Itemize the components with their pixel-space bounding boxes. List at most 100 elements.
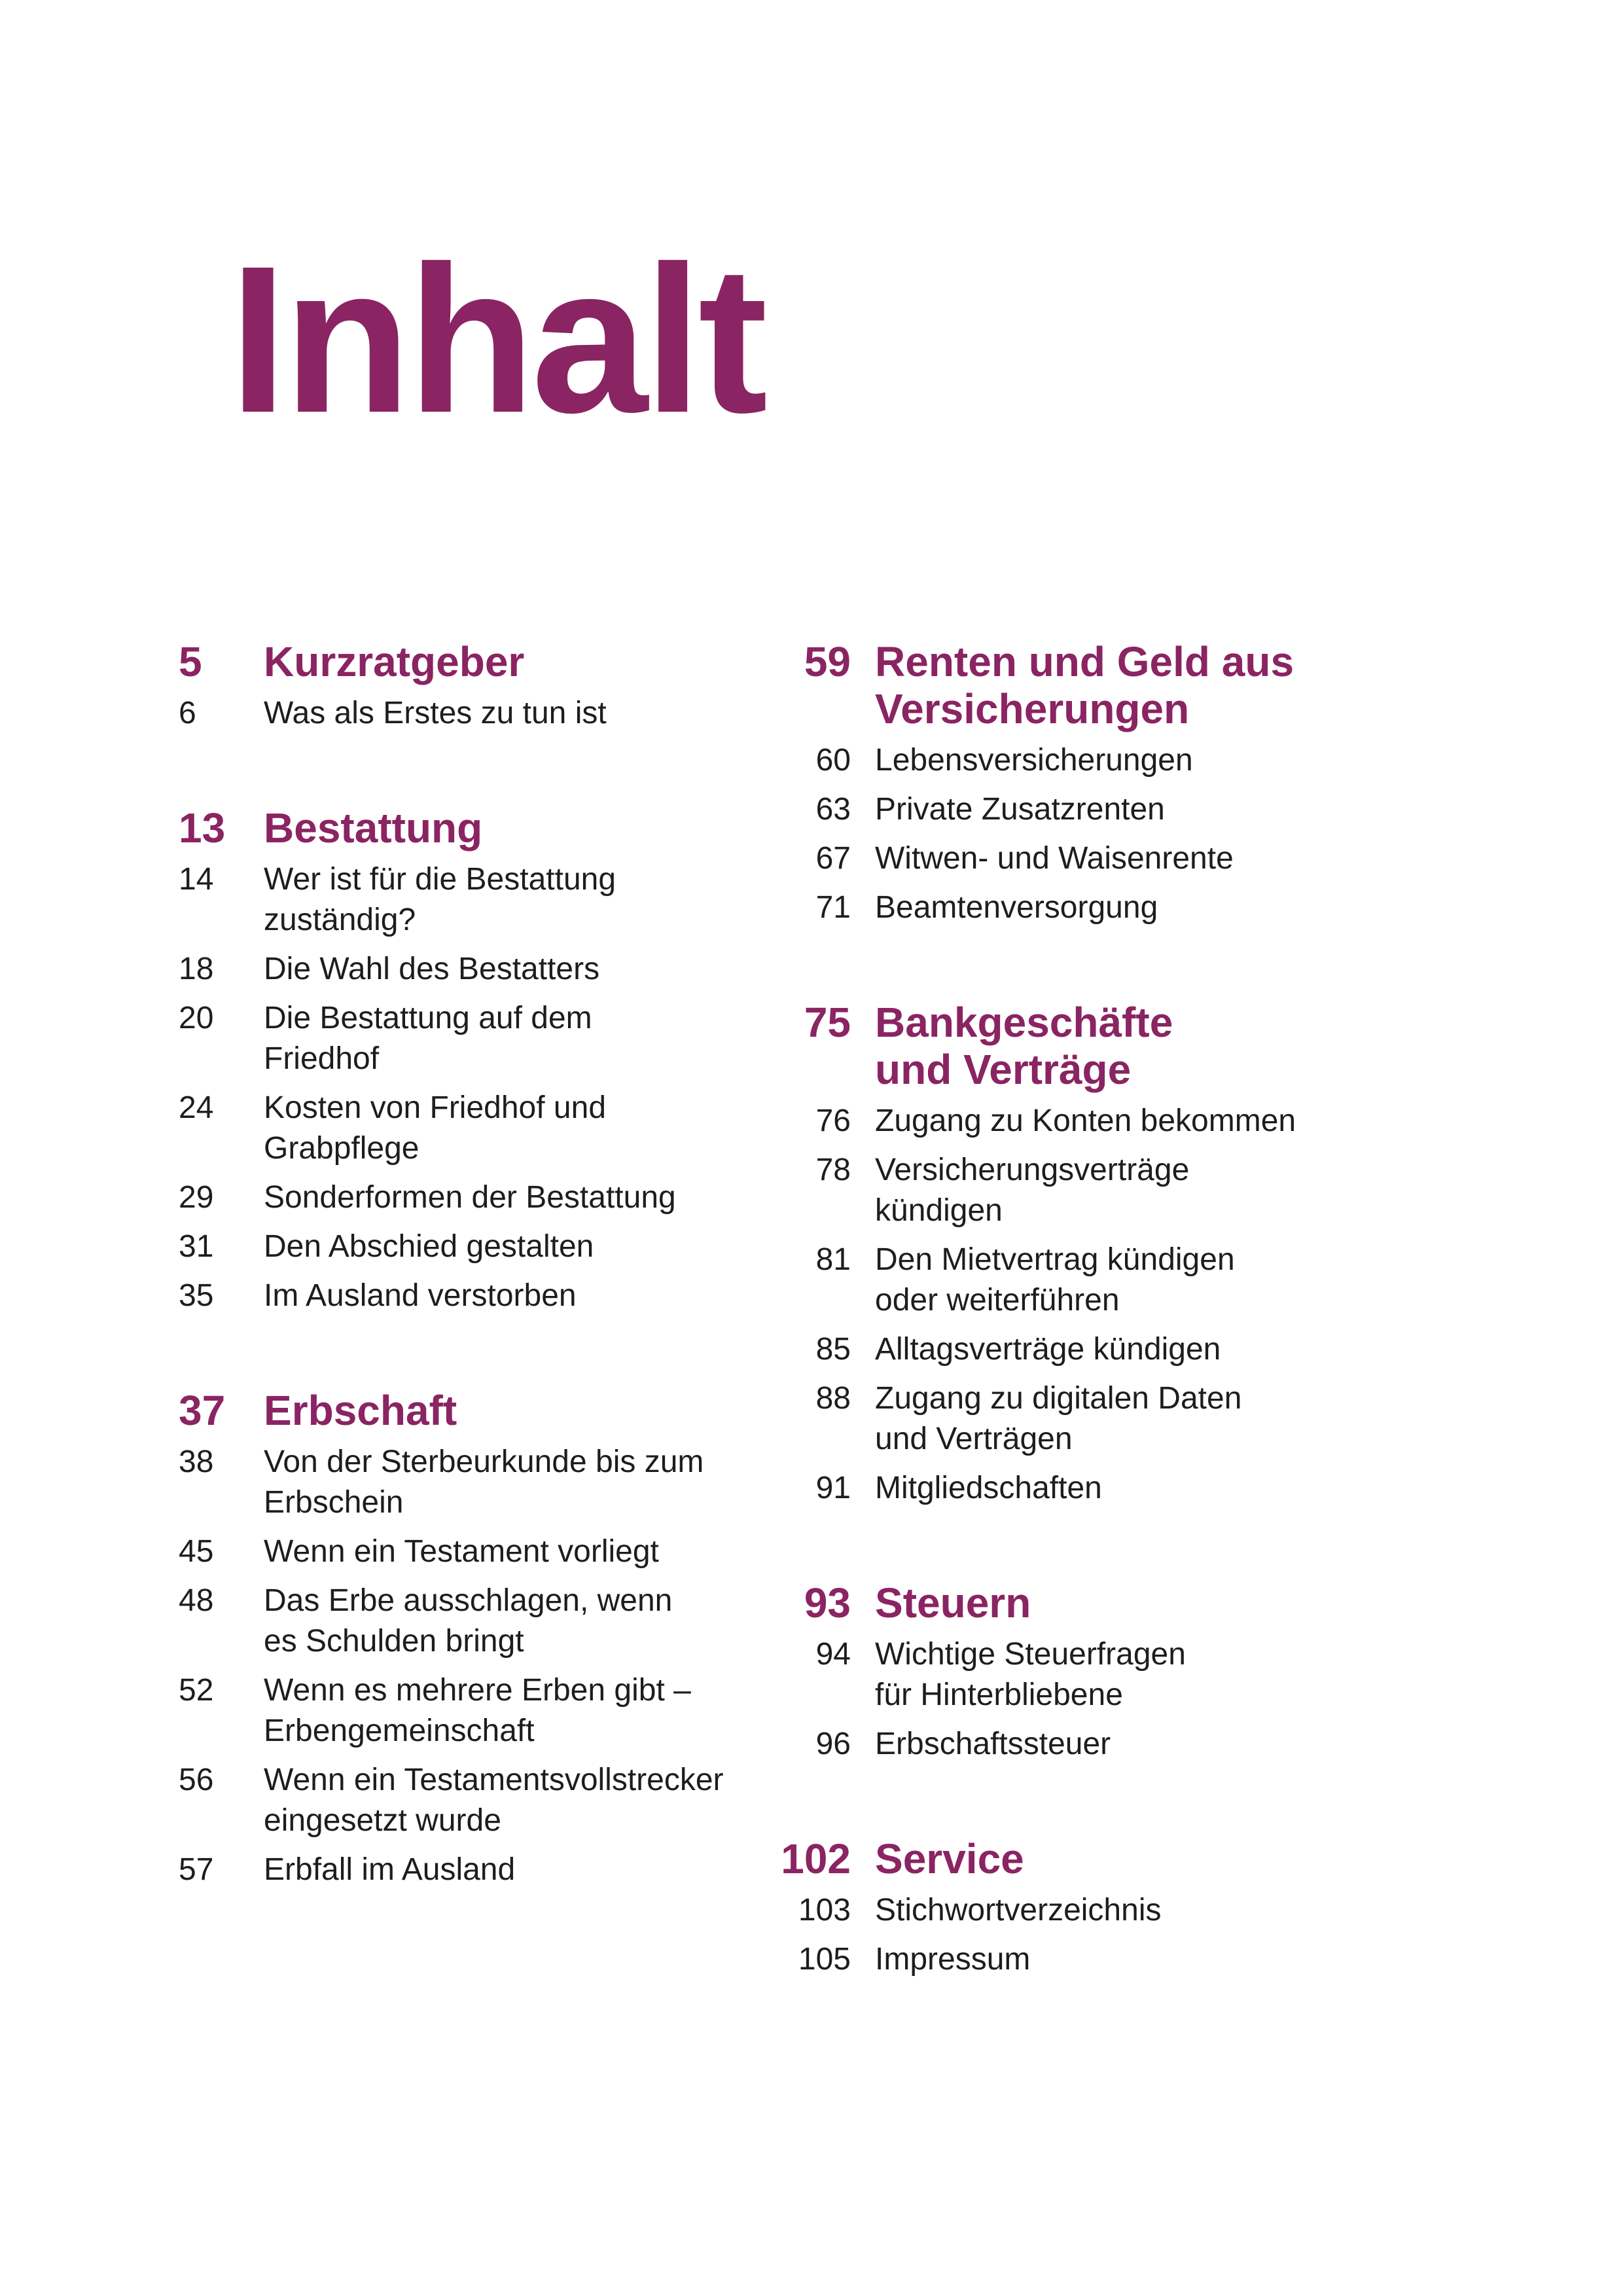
toc-entry: 18 Die Wahl des Bestatters bbox=[179, 949, 755, 990]
entry-page-number: 57 bbox=[179, 1852, 214, 1887]
toc-entry: 14 Wer ist für die Bestattung zuständig? bbox=[179, 859, 755, 941]
entry-title: Wenn es mehrere Erben gibt – Erbengemein… bbox=[264, 1673, 691, 1748]
entry-page-number: 88 bbox=[815, 1381, 851, 1416]
toc-entry: 48 Das Erbe ausschlagen, wenn es Schulde… bbox=[179, 1581, 755, 1662]
entry-page-number: 63 bbox=[815, 792, 851, 827]
section-title: Renten und Geld aus Versicherungen bbox=[875, 638, 1294, 732]
section-title: Kurzratgeber bbox=[264, 638, 525, 685]
entry-title: Das Erbe ausschlagen, wenn es Schulden b… bbox=[264, 1583, 673, 1659]
toc-entry: 29 Sonderformen der Bestattung bbox=[179, 1177, 755, 1218]
entry-page-number: 38 bbox=[179, 1444, 214, 1479]
toc-entry: 24 Kosten von Friedhof und Grabpflege bbox=[179, 1088, 755, 1169]
entry-title: Erbschaftssteuer bbox=[875, 1727, 1111, 1761]
entry-page-number: 35 bbox=[179, 1278, 214, 1313]
toc-entry: 94 Wichtige Steuerfragen für Hinterblieb… bbox=[746, 1634, 1479, 1715]
toc-entry: 71 Beamtenversorgung bbox=[746, 888, 1479, 928]
entry-title: Erbfall im Ausland bbox=[264, 1852, 516, 1887]
toc-section-kurzratgeber: 5 Kurzratgeber 6 Was als Erstes zu tun i… bbox=[179, 638, 755, 734]
entry-title: Zugang zu digitalen Daten und Verträgen bbox=[875, 1381, 1242, 1456]
toc-left-column: 5 Kurzratgeber 6 Was als Erstes zu tun i… bbox=[179, 638, 755, 1899]
toc-section-heading: 5 Kurzratgeber bbox=[179, 638, 755, 685]
entry-title: Wichtige Steuerfragen für Hinterbliebene bbox=[875, 1637, 1186, 1712]
toc-section-heading: 59 Renten und Geld aus Versicherungen bbox=[746, 638, 1479, 732]
entry-title: Den Mietvertrag kündigen oder weiterführ… bbox=[875, 1242, 1235, 1318]
section-page-number: 102 bbox=[781, 1835, 851, 1882]
entry-page-number: 91 bbox=[815, 1471, 851, 1505]
section-page-number: 13 bbox=[179, 804, 226, 852]
entry-page-number: 20 bbox=[179, 1001, 214, 1035]
entry-title: Wenn ein Testamentsvollstrecker eingeset… bbox=[264, 1763, 724, 1838]
toc-entry: 35 Im Ausland verstorben bbox=[179, 1276, 755, 1316]
entry-page-number: 96 bbox=[815, 1727, 851, 1761]
entry-title: Beamtenversorgung bbox=[875, 890, 1158, 925]
toc-section-renten: 59 Renten und Geld aus Versicherungen 60… bbox=[746, 638, 1479, 928]
entry-page-number: 103 bbox=[798, 1893, 851, 1928]
entry-title: Wenn ein Testament vorliegt bbox=[264, 1534, 659, 1569]
entry-page-number: 29 bbox=[179, 1180, 214, 1215]
section-title: Bankgeschäfte und Verträge bbox=[875, 999, 1173, 1093]
entry-title: Stichwortverzeichnis bbox=[875, 1893, 1162, 1928]
entry-page-number: 31 bbox=[179, 1229, 214, 1264]
entry-title: Mitgliedschaften bbox=[875, 1471, 1102, 1505]
toc-section-heading: 102 Service bbox=[746, 1835, 1479, 1882]
toc-entry: 78 Versicherungsverträge kündigen bbox=[746, 1150, 1479, 1231]
entry-title: Versicherungsverträge kündigen bbox=[875, 1153, 1190, 1228]
entry-title: Private Zusatzrenten bbox=[875, 792, 1165, 827]
toc-entry: 38 Von der Sterbeurkunde bis zum Erbsche… bbox=[179, 1442, 755, 1523]
entry-title: Impressum bbox=[875, 1942, 1031, 1977]
entry-title: Die Wahl des Bestatters bbox=[264, 952, 600, 986]
section-page-number: 5 bbox=[179, 638, 202, 685]
toc-section-heading: 13 Bestattung bbox=[179, 804, 755, 852]
toc-entry: 85 Alltagsverträge kündigen bbox=[746, 1329, 1479, 1370]
entry-page-number: 60 bbox=[815, 743, 851, 778]
toc-entry: 63 Private Zusatzrenten bbox=[746, 789, 1479, 830]
entry-title: Witwen- und Waisenrente bbox=[875, 841, 1234, 876]
entry-title: Alltagsverträge kündigen bbox=[875, 1332, 1221, 1367]
toc-entry: 103 Stichwortverzeichnis bbox=[746, 1890, 1479, 1931]
toc-entry: 88 Zugang zu digitalen Daten und Verträg… bbox=[746, 1378, 1479, 1460]
toc-entry: 67 Witwen- und Waisenrente bbox=[746, 838, 1479, 879]
toc-entry: 31 Den Abschied gestalten bbox=[179, 1227, 755, 1267]
section-page-number: 37 bbox=[179, 1387, 226, 1434]
entry-title: Sonderformen der Bestattung bbox=[264, 1180, 676, 1215]
toc-entry: 81 Den Mietvertrag kündigen oder weiterf… bbox=[746, 1240, 1479, 1321]
toc-section-bestattung: 13 Bestattung 14 Wer ist für die Bestatt… bbox=[179, 804, 755, 1316]
toc-entry: 105 Impressum bbox=[746, 1939, 1479, 1980]
toc-entry: 6 Was als Erstes zu tun ist bbox=[179, 693, 755, 734]
toc-section-service: 102 Service 103 Stichwortverzeichnis 105… bbox=[746, 1835, 1479, 1980]
entry-page-number: 24 bbox=[179, 1090, 214, 1125]
toc-entry: 20 Die Bestattung auf dem Friedhof bbox=[179, 998, 755, 1079]
section-title: Steuern bbox=[875, 1579, 1031, 1626]
entry-title: Was als Erstes zu tun ist bbox=[264, 696, 607, 730]
entry-title: Lebensversicherungen bbox=[875, 743, 1193, 778]
toc-entry: 96 Erbschaftssteuer bbox=[746, 1724, 1479, 1765]
toc-section-bankgeschaefte: 75 Bankgeschäfte und Verträge 76 Zugang … bbox=[746, 999, 1479, 1509]
entry-page-number: 14 bbox=[179, 862, 214, 897]
entry-page-number: 18 bbox=[179, 952, 214, 986]
toc-section-heading: 37 Erbschaft bbox=[179, 1387, 755, 1434]
toc-section-heading: 93 Steuern bbox=[746, 1579, 1479, 1626]
entry-page-number: 48 bbox=[179, 1583, 214, 1618]
entry-title: Kosten von Friedhof und Grabpflege bbox=[264, 1090, 607, 1166]
entry-page-number: 71 bbox=[815, 890, 851, 925]
toc-entry: 56 Wenn ein Testamentsvollstrecker einge… bbox=[179, 1760, 755, 1841]
section-page-number: 75 bbox=[804, 999, 851, 1046]
entry-page-number: 76 bbox=[815, 1103, 851, 1138]
toc-entry: 91 Mitgliedschaften bbox=[746, 1468, 1479, 1509]
toc-entry: 76 Zugang zu Konten bekommen bbox=[746, 1101, 1479, 1141]
toc-entry: 52 Wenn es mehrere Erben gibt – Erbengem… bbox=[179, 1670, 755, 1751]
entry-page-number: 45 bbox=[179, 1534, 214, 1569]
toc-entry: 45 Wenn ein Testament vorliegt bbox=[179, 1532, 755, 1572]
toc-right-column: 59 Renten und Geld aus Versicherungen 60… bbox=[746, 638, 1479, 1988]
section-page-number: 59 bbox=[804, 638, 851, 685]
entry-page-number: 78 bbox=[815, 1153, 851, 1187]
entry-title: Von der Sterbeurkunde bis zum Erbschein bbox=[264, 1444, 704, 1520]
toc-entry: 57 Erbfall im Ausland bbox=[179, 1850, 755, 1890]
section-title: Bestattung bbox=[264, 804, 483, 852]
section-title: Service bbox=[875, 1835, 1024, 1882]
entry-title: Den Abschied gestalten bbox=[264, 1229, 594, 1264]
page-title: Inhalt bbox=[229, 222, 768, 456]
entry-page-number: 56 bbox=[179, 1763, 214, 1797]
entry-title: Wer ist für die Bestattung zuständig? bbox=[264, 862, 616, 937]
